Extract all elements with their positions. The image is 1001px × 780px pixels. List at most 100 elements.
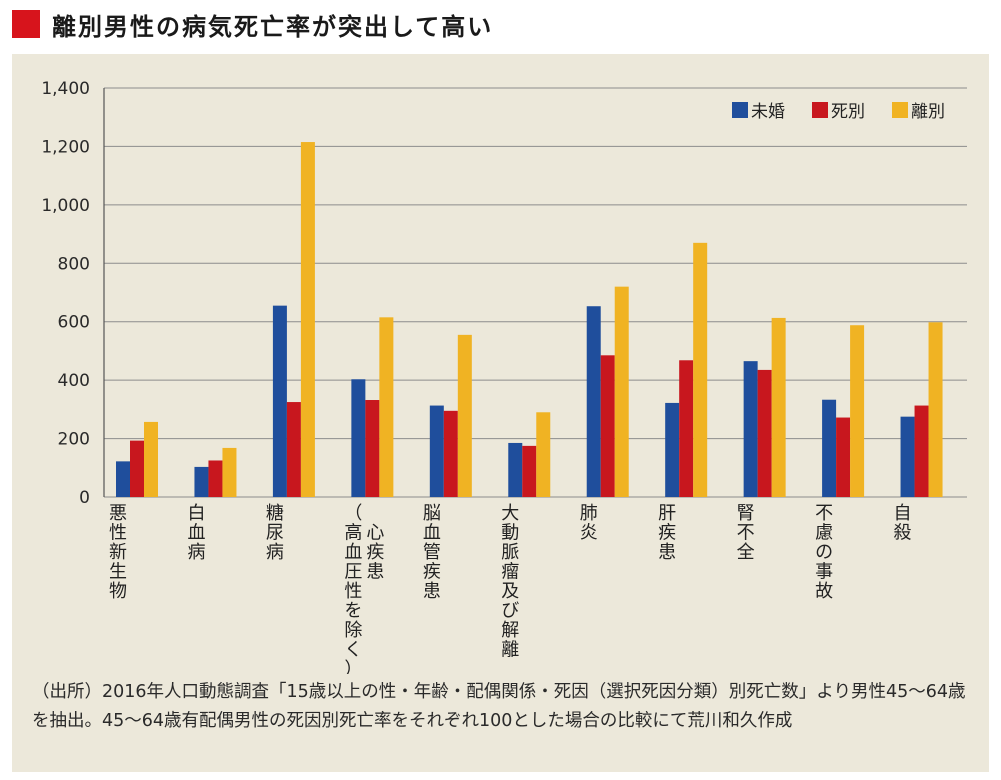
x-category-label: 腎 [737, 503, 755, 524]
legend-swatch-死別 [812, 102, 828, 118]
x-category-label: 白 [187, 503, 205, 524]
x-category-label: 炎 [580, 523, 598, 544]
legend-label: 離別 [911, 102, 945, 122]
x-category-label: 血 [423, 523, 441, 544]
x-category-label: 血 [344, 542, 362, 563]
bar-未婚-8 [743, 361, 758, 497]
bar-死別-0 [130, 440, 144, 497]
x-category-label: 圧 [344, 562, 362, 583]
x-category-label: 悪 [109, 503, 127, 524]
bar-chart: 02004006008001,0001,2001,400悪性新生物白血病糖尿病心… [41, 79, 967, 674]
y-tick-label: 800 [58, 254, 90, 274]
x-category-label: 尿 [266, 523, 284, 544]
bar-未婚-6 [586, 306, 601, 497]
bar-離別-9 [850, 325, 865, 497]
x-category-label: 物 [109, 581, 127, 602]
x-category-label: 離 [501, 640, 519, 661]
bar-離別-10 [928, 322, 943, 497]
x-category-label: 事 [815, 562, 833, 583]
bar-死別-10 [914, 405, 929, 497]
x-category-label: 血 [187, 523, 205, 544]
x-category-label: （ [344, 503, 362, 524]
bar-未婚-5 [508, 442, 523, 497]
x-category-label: 疾 [658, 523, 676, 544]
x-category-label: の [815, 542, 833, 563]
bar-死別-5 [522, 445, 537, 497]
bar-未婚-7 [665, 402, 680, 497]
chart-title: 離別男性の病気死亡率が突出して高い [52, 12, 494, 41]
x-category-label: び [501, 601, 519, 622]
x-category-label: 大 [501, 503, 519, 524]
x-category-label: 慮 [815, 523, 833, 544]
x-category-label: 自 [894, 503, 912, 524]
bar-未婚-10 [900, 416, 915, 497]
title-marker-square [12, 10, 40, 38]
x-category-label: 除 [344, 620, 362, 641]
x-category-label: 解 [501, 620, 519, 641]
x-category-label: 性 [109, 523, 127, 544]
y-tick-label: 600 [58, 313, 90, 333]
x-category-label: 病 [187, 542, 205, 563]
x-category-label: 疾 [366, 542, 384, 563]
bar-死別-9 [836, 417, 851, 497]
x-category-label: ） [344, 659, 362, 674]
bar-死別-6 [600, 355, 615, 497]
bar-死別-7 [679, 360, 694, 497]
bar-未婚-3 [351, 379, 366, 497]
x-category-label: 脈 [501, 542, 519, 563]
bar-離別-8 [771, 317, 786, 497]
x-category-label: 不 [815, 503, 833, 524]
x-category-label: 殺 [894, 523, 912, 544]
bar-離別-0 [144, 421, 158, 497]
x-category-label: 高 [344, 523, 362, 544]
bar-離別-1 [222, 447, 237, 497]
x-category-label: 肝 [658, 503, 676, 524]
source-note: （出所）2016年人口動態調査「15歳以上の性・年齢・配偶関係・死因（選択死因分… [32, 682, 966, 731]
x-category-label: 糖 [266, 503, 284, 524]
x-category-label: 患 [658, 542, 676, 563]
title-row: 離別男性の病気死亡率が突出して高い [12, 6, 493, 42]
bar-死別-8 [757, 369, 772, 497]
y-tick-label: 1,200 [41, 137, 90, 157]
legend-label: 死別 [831, 102, 865, 122]
bar-未婚-1 [194, 466, 209, 497]
bar-未婚-9 [822, 399, 837, 497]
x-category-label: 不 [737, 523, 755, 544]
x-category-label: 管 [423, 542, 441, 563]
y-tick-label: 1,400 [41, 79, 90, 99]
legend-label: 未婚 [751, 102, 785, 122]
x-category-label: 動 [501, 523, 519, 544]
legend-swatch-離別 [892, 102, 908, 118]
bar-離別-6 [614, 286, 629, 497]
x-category-label: 患 [366, 562, 384, 583]
chart-panel: 0 200 400 600 800 1,000 1,200 1,400 悪性新生物白血病糖尿病心… [12, 54, 989, 772]
y-tick-label: 0 [79, 488, 90, 508]
y-tick-label: 400 [58, 371, 90, 391]
bar-未婚-4 [429, 405, 444, 497]
x-category-label: 全 [737, 542, 755, 563]
x-category-label: 新 [109, 542, 127, 563]
x-category-label: 心 [366, 523, 384, 544]
y-tick-label: 200 [58, 430, 90, 450]
bar-離別-2 [300, 142, 315, 497]
bar-未婚-0 [116, 461, 130, 497]
bar-死別-3 [365, 400, 380, 497]
x-category-label: 生 [109, 562, 127, 583]
bar-離別-3 [379, 317, 394, 497]
x-category-label: く [344, 640, 362, 661]
x-category-label: 肺 [580, 503, 598, 524]
y-tick-label: 1,000 [41, 196, 90, 216]
x-category-label: 故 [815, 581, 833, 602]
bar-死別-2 [286, 402, 301, 497]
bar-死別-4 [443, 410, 458, 497]
x-category-label: 瘤 [501, 562, 519, 583]
x-category-label: 患 [423, 581, 441, 602]
bar-未婚-2 [272, 305, 287, 497]
bar-離別-5 [536, 412, 551, 497]
x-category-label: 性 [344, 581, 362, 602]
x-category-label: 脳 [423, 503, 441, 524]
x-category-label: 疾 [423, 562, 441, 583]
bar-死別-1 [208, 460, 223, 497]
x-category-label: 及 [501, 581, 519, 602]
legend-swatch-未婚 [732, 102, 748, 118]
